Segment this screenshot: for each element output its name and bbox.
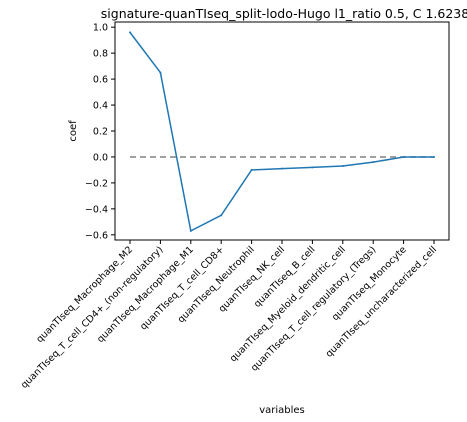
y-tick-label: 0.8 bbox=[93, 49, 108, 60]
data-points bbox=[129, 31, 435, 232]
data-point bbox=[311, 166, 314, 169]
data-point bbox=[372, 161, 375, 164]
data-point bbox=[402, 155, 405, 158]
plot-area-frame bbox=[114, 21, 450, 241]
data-point bbox=[250, 168, 253, 171]
y-axis-label: coef bbox=[68, 120, 79, 142]
y-tick-label: −0.4 bbox=[85, 204, 108, 215]
data-point bbox=[129, 31, 131, 34]
chart-title: signature-quanTIseq_split-lodo-Hugo l1_r… bbox=[101, 6, 467, 21]
data-point bbox=[281, 167, 283, 170]
data-point bbox=[189, 229, 192, 232]
y-tick-label: 0.0 bbox=[93, 152, 108, 163]
y-tick-label: −0.2 bbox=[85, 178, 108, 189]
coef-series-line bbox=[129, 31, 434, 233]
x-axis: quanTIseq_Macrophage_M2quanTIseq_T_cell_… bbox=[19, 240, 439, 391]
y-axis: −0.6 −0.4 −0.2 0.0 0.2 0.4 0.6 0.8 1.0 bbox=[85, 23, 115, 241]
data-point bbox=[341, 165, 344, 168]
y-tick-label: −0.6 bbox=[85, 230, 108, 241]
data-point bbox=[433, 155, 435, 158]
data-point bbox=[159, 71, 162, 74]
x-tick-label: quanTIseq_T_cell_CD4+_(non-regulatory) bbox=[19, 244, 166, 391]
y-tick-label: 1.0 bbox=[93, 23, 108, 34]
x-tick-label: quanTIseq_uncharacterized_cell bbox=[324, 244, 439, 359]
y-tick-label: 0.6 bbox=[93, 75, 108, 86]
y-tick-label: 0.2 bbox=[93, 127, 108, 138]
data-point bbox=[220, 214, 223, 217]
x-axis-label: variables bbox=[259, 405, 305, 416]
y-tick-label: 0.4 bbox=[93, 101, 108, 112]
